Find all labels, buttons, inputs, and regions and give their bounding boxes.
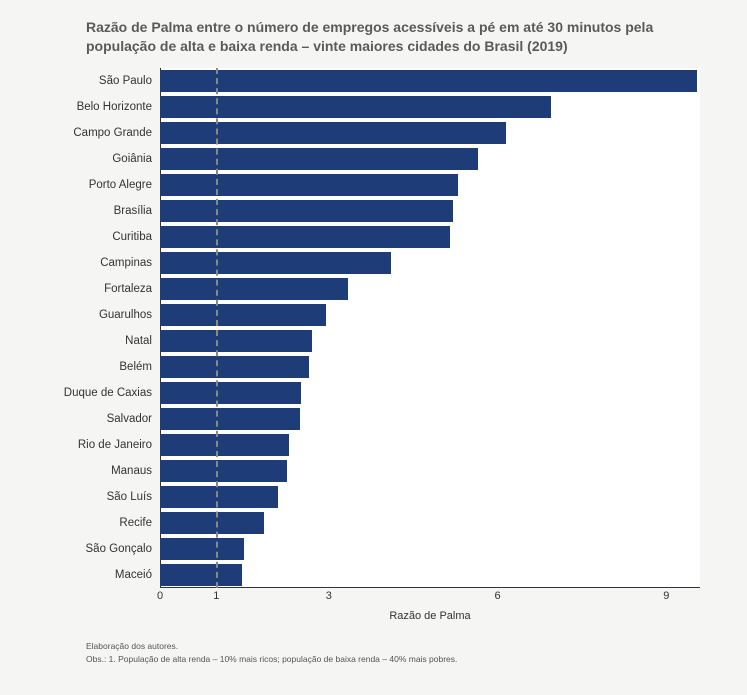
category-label: Maceió: [30, 569, 160, 581]
category-label: São Luís: [30, 491, 160, 503]
category-label: Belo Horizonte: [30, 101, 160, 113]
bar-row: Duque de Caxias: [30, 380, 717, 406]
category-label: Guarulhos: [30, 309, 160, 321]
category-label: Curitiba: [30, 231, 160, 243]
bar-row: Rio de Janeiro: [30, 432, 717, 458]
bar: [160, 304, 326, 326]
bar-row: Campo Grande: [30, 120, 717, 146]
bar-row: Curitiba: [30, 224, 717, 250]
x-axis-title: Razão de Palma: [160, 610, 700, 622]
chart-container: São Paulo Belo Horizonte Campo Grande Goiân…: [30, 68, 717, 622]
x-axis: 0 1 3 6 9: [160, 588, 700, 606]
bar: [160, 486, 278, 508]
bar: [160, 512, 264, 534]
bar-row: Brasília: [30, 198, 717, 224]
bar-row: Manaus: [30, 458, 717, 484]
category-label: São Gonçalo: [30, 543, 160, 555]
bar-row: Salvador: [30, 406, 717, 432]
x-tick-label: 0: [157, 590, 163, 602]
x-tick-label: 9: [663, 590, 669, 602]
category-label: Rio de Janeiro: [30, 439, 160, 451]
bar: [160, 356, 309, 378]
footnotes: Elaboração dos autores. Obs.: 1. Populaç…: [30, 640, 717, 666]
category-label: Brasília: [30, 205, 160, 217]
x-tick-label: 3: [326, 590, 332, 602]
category-label: Recife: [30, 517, 160, 529]
category-label: Duque de Caxias: [30, 387, 160, 399]
bar: [160, 564, 242, 586]
bar: [160, 434, 289, 456]
bar-row: Belo Horizonte: [30, 94, 717, 120]
x-tick-label: 1: [213, 590, 219, 602]
bar: [160, 538, 244, 560]
bar-row: Natal: [30, 328, 717, 354]
bar: [160, 278, 348, 300]
footnote-line: Elaboração dos autores.: [86, 640, 717, 653]
bar-row: Porto Alegre: [30, 172, 717, 198]
category-label: Campo Grande: [30, 127, 160, 139]
bar: [160, 148, 478, 170]
category-label: Salvador: [30, 413, 160, 425]
bar: [160, 96, 551, 118]
bar: [160, 408, 300, 430]
bar-row: Recife: [30, 510, 717, 536]
bar-row: Fortaleza: [30, 276, 717, 302]
bar-row: São Paulo: [30, 68, 717, 94]
category-label: São Paulo: [30, 75, 160, 87]
bar-row: Goiânia: [30, 146, 717, 172]
category-label: Belém: [30, 361, 160, 373]
bar: [160, 382, 301, 404]
category-label: Goiânia: [30, 153, 160, 165]
bar: [160, 122, 506, 144]
bar-row: Guarulhos: [30, 302, 717, 328]
bars-region: São Paulo Belo Horizonte Campo Grande Goiân…: [30, 68, 717, 588]
bar: [160, 460, 287, 482]
bar-row: Belém: [30, 354, 717, 380]
bar-row: São Gonçalo: [30, 536, 717, 562]
x-tick-label: 6: [494, 590, 500, 602]
bar-row: Maceió: [30, 562, 717, 588]
bar: [160, 174, 458, 196]
category-label: Campinas: [30, 257, 160, 269]
bar: [160, 330, 312, 352]
footnote-line: Obs.: 1. População de alta renda – 10% m…: [86, 653, 717, 666]
category-label: Manaus: [30, 465, 160, 477]
category-label: Natal: [30, 335, 160, 347]
bar-row: São Luís: [30, 484, 717, 510]
bar: [160, 226, 450, 248]
chart-title: Razão de Palma entre o número de emprego…: [30, 18, 717, 56]
bar: [160, 252, 391, 274]
bar: [160, 200, 453, 222]
bar-row: Campinas: [30, 250, 717, 276]
category-label: Fortaleza: [30, 283, 160, 295]
category-label: Porto Alegre: [30, 179, 160, 191]
bar: [160, 70, 697, 92]
